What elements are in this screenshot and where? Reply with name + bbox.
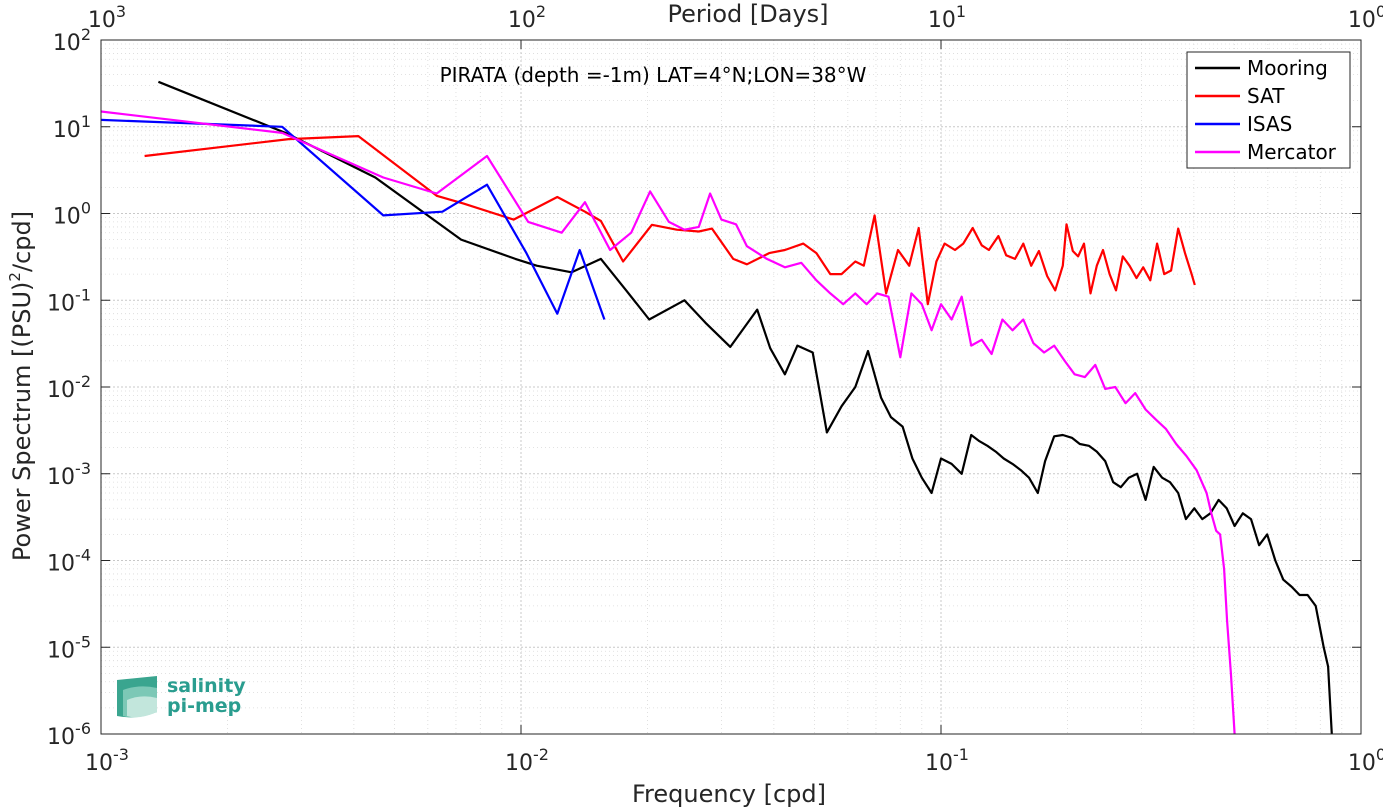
y-axis-title: Power Spectrum [(PSU)2/cpd] bbox=[6, 211, 36, 561]
series-line-mooring bbox=[157, 80, 1333, 734]
series-layer bbox=[101, 80, 1333, 734]
y-axis-title-tail: /cpd] bbox=[8, 211, 36, 272]
y-tick-label: 10-3 bbox=[47, 459, 91, 490]
y-tick-label: 10-4 bbox=[47, 546, 91, 577]
top-axis-title: Period [Days] bbox=[667, 0, 828, 28]
y-tick-label: 100 bbox=[53, 199, 91, 230]
x-tick-label: 10-3 bbox=[85, 745, 129, 776]
y-tick-label: 102 bbox=[53, 25, 91, 56]
x-tick-label: 10-1 bbox=[925, 745, 969, 776]
legend-label-sat: SAT bbox=[1247, 84, 1285, 108]
legend-label-isas: ISAS bbox=[1247, 112, 1292, 136]
x-tick-label: 100 bbox=[1348, 745, 1383, 776]
top-tick-label: 100 bbox=[1348, 2, 1383, 33]
top-tick-label: 103 bbox=[88, 2, 126, 33]
series-line-sat bbox=[144, 135, 1196, 306]
top-tick-label: 102 bbox=[508, 2, 546, 33]
legend-label-mercator: Mercator bbox=[1247, 140, 1337, 164]
y-tick-label: 10-6 bbox=[47, 719, 91, 750]
y-tick-label: 101 bbox=[53, 112, 91, 143]
y-axis-title-exp: 2 bbox=[6, 272, 24, 282]
y-tick-label: 10-2 bbox=[47, 372, 91, 403]
x-axis-title: Frequency [cpd] bbox=[632, 780, 826, 808]
y-tick-label: 10-1 bbox=[47, 285, 91, 316]
series-line-isas bbox=[101, 118, 606, 320]
legend: Mooring SAT ISAS Mercator bbox=[1186, 51, 1351, 169]
series-line-mercator bbox=[101, 110, 1236, 734]
legend-box bbox=[1186, 51, 1351, 169]
y-axis-title-base: Power Spectrum [(PSU) bbox=[8, 282, 36, 561]
legend-label-mooring: Mooring bbox=[1247, 56, 1328, 80]
logo-line-2: pi-mep bbox=[167, 695, 241, 717]
x-tick-label: 10-2 bbox=[505, 745, 549, 776]
salinity-pi-mep-logo: salinity pi-mep bbox=[117, 675, 246, 718]
y-tick-label: 10-5 bbox=[47, 632, 91, 663]
tick-marks bbox=[100, 39, 1362, 735]
top-tick-label: 101 bbox=[928, 2, 966, 33]
chart-title: PIRATA (depth =-1m) LAT=4°N;LON=38°W bbox=[440, 63, 867, 87]
logo-line-1: salinity bbox=[167, 675, 246, 697]
